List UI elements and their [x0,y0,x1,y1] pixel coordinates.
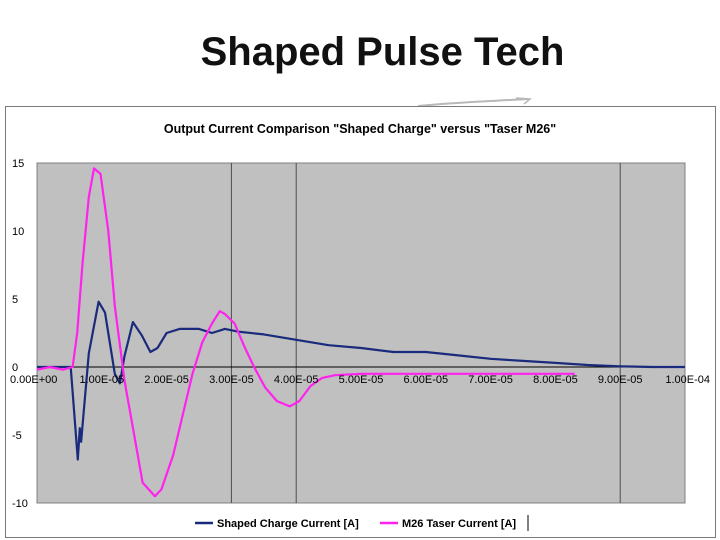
legend-label: Shaped Charge Current [A] [217,518,359,530]
y-tick-label: 0 [12,362,18,374]
x-tick-label: 3.00E-05 [209,374,254,386]
y-tick-label: 10 [12,226,24,238]
series-line-m26-taser [36,167,575,498]
y-tick-label: -5 [12,430,22,442]
y-tick-label: 5 [12,294,18,306]
plot-area [36,162,686,504]
legend-label: M26 Taser Current [A] [402,518,516,530]
x-tick-label: 9.00E-05 [598,374,643,386]
x-tick-label: 5.00E-05 [339,374,384,386]
y-tick-label: -10 [12,498,28,510]
x-tick-label: 4.00E-05 [274,374,319,386]
slide-title: Shaped Pulse Tech [200,30,565,74]
chart-title: Output Current Comparison "Shaped Charge… [164,122,556,136]
x-tick-label: 8.00E-05 [533,374,578,386]
x-tick-label: 1.00E-05 [79,374,124,386]
series-line-shaped-charge [37,300,685,461]
x-tick-label: 7.00E-05 [468,374,513,386]
x-tick-label: 6.00E-05 [403,374,448,386]
x-tick-label: 0.00E+00 [10,374,57,386]
x-tick-label: 1.00E-04 [665,374,710,386]
decorative-stroke [417,97,532,107]
y-tick-label: 15 [12,158,24,170]
x-tick-label: 2.00E-05 [144,374,189,386]
